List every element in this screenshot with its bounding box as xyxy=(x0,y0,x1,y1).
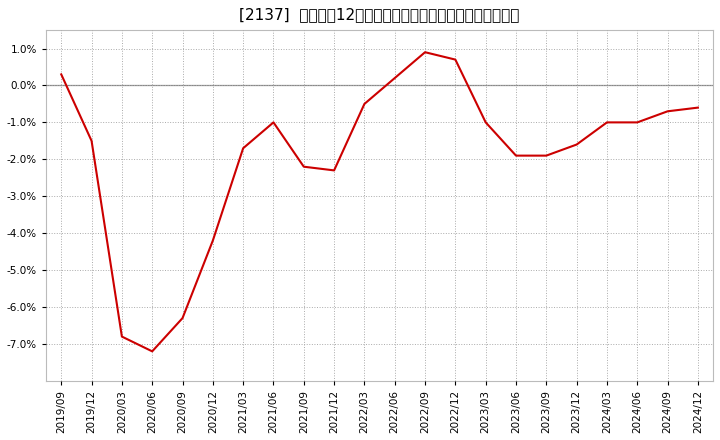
Title: [2137]  売上高の12か月移動合計の対前年同期増減率の推移: [2137] 売上高の12か月移動合計の対前年同期増減率の推移 xyxy=(239,7,520,22)
